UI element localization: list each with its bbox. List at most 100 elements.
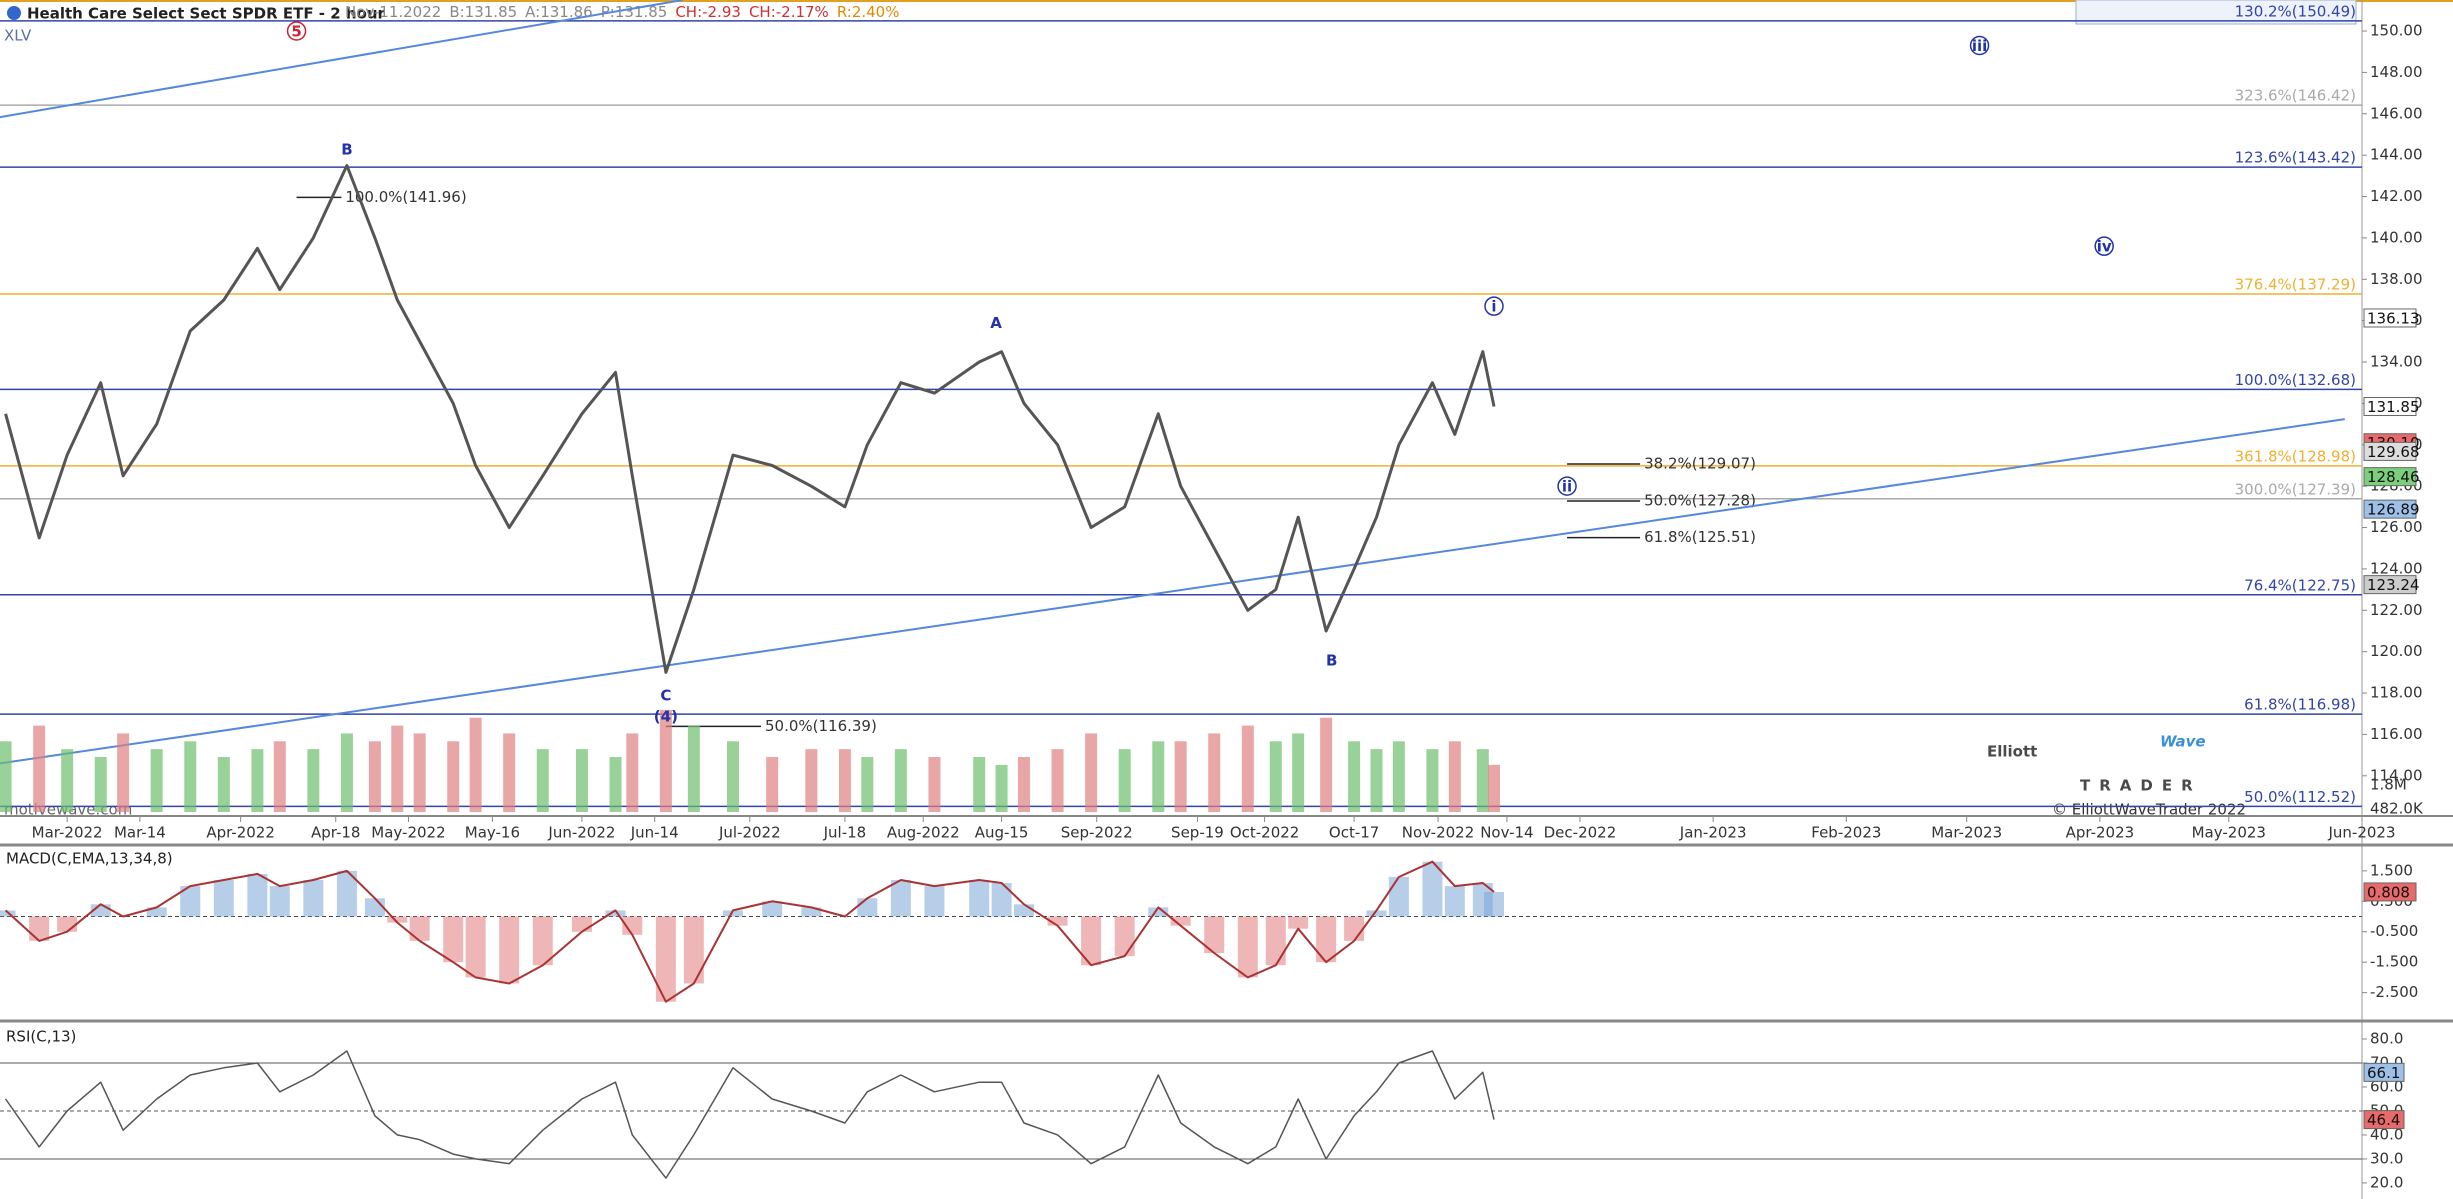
trendline <box>0 0 683 119</box>
x-tick-label: Jul-18 <box>823 824 867 842</box>
quote-item: B:131.85 <box>449 3 517 21</box>
volume-bar <box>766 757 779 812</box>
price-line <box>4 164 1496 674</box>
price-marker-label: 129.68 <box>2367 443 2420 461</box>
y-tick-label: 144.00 <box>2370 146 2423 164</box>
panel-title: MACD(C,EMA,13,34,8) <box>6 850 173 868</box>
y-tick-label: -0.500 <box>2370 922 2418 940</box>
x-tick-label: Apr-2022 <box>206 824 275 842</box>
y-tick-label: -2.500 <box>2370 983 2418 1001</box>
trendline <box>0 418 2345 765</box>
rsi-marker <box>2363 1110 2405 1130</box>
fib-label: 123.6%(143.42) <box>2235 149 2356 167</box>
macd-bar <box>1288 916 1309 929</box>
volume-bar <box>1370 749 1383 812</box>
macd-bar <box>723 910 744 917</box>
volume-bar <box>0 741 12 812</box>
quote-item: Nov-11.2022 <box>345 3 441 21</box>
y-tick-label: 122.00 <box>2370 601 2423 619</box>
x-tick-label: Sep-2022 <box>1061 824 1133 842</box>
wave-label: (4) <box>654 707 678 725</box>
macd-bar <box>762 901 783 917</box>
x-tick-label: Mar-2023 <box>1931 824 2002 842</box>
volume-bar <box>894 749 907 812</box>
price-marker-label: 131.85 <box>2367 398 2420 416</box>
y-tick-label: 114.00 <box>2370 766 2423 784</box>
x-tick-label: Mar-2022 <box>32 824 103 842</box>
quote-item: A:131.86 <box>525 3 593 21</box>
y-tick-label: 40.0 <box>2370 1125 2403 1143</box>
wave-circle <box>286 21 307 41</box>
y-tick-label: 134.00 <box>2370 353 2423 371</box>
macd-bar <box>1388 876 1409 917</box>
volume-bar <box>861 757 874 812</box>
macd-bar <box>409 916 430 941</box>
fib-segment-label: 50.0%(127.28) <box>1644 492 1756 510</box>
volume-bar <box>368 741 381 812</box>
quote-item: R:2.40% <box>837 3 900 21</box>
volume-bar <box>413 733 426 812</box>
x-tick-label: Mar-14 <box>114 824 166 842</box>
volume-bar <box>1292 733 1305 812</box>
macd-bar <box>1148 907 1169 917</box>
rsi-marker <box>2363 1062 2405 1082</box>
macd-bar <box>1237 916 1258 978</box>
wave-label: iii <box>1972 37 1987 55</box>
macd-bar <box>146 907 167 917</box>
macd-bar <box>1422 861 1443 917</box>
x-tick-label: Jan-2023 <box>1679 824 1747 842</box>
fib-segment-label: 50.0%(116.39) <box>765 717 877 735</box>
x-tick-label: Jun-14 <box>630 824 679 842</box>
rsi-marker-label: 66.1 <box>2367 1064 2400 1082</box>
macd-bar <box>303 880 324 917</box>
y-tick-label: 138.00 <box>2370 270 2423 288</box>
fib-segment-label: 100.0%(141.96) <box>345 188 466 206</box>
macd-bar <box>1114 916 1135 957</box>
fib-label: 50.0%(112.52) <box>2244 788 2356 806</box>
y-tick-label: 20.0 <box>2370 1173 2403 1191</box>
macd-bar <box>1316 916 1337 963</box>
top-border <box>0 0 2453 2</box>
macd-bar <box>1047 916 1068 926</box>
macd-bar <box>443 916 464 963</box>
quote-line: Nov-11.2022 B:131.85 A:131.86 P:131.85 CH:-2… <box>345 3 899 21</box>
x-tick-label: Sep-19 <box>1171 824 1224 842</box>
volume-bar <box>1269 741 1282 812</box>
volume-bar <box>340 733 353 812</box>
volume-bar <box>727 741 740 812</box>
wave-label: C <box>660 687 671 705</box>
y-tick-label: 1.500 <box>2370 861 2413 879</box>
x-tick-label: May-2022 <box>371 824 445 842</box>
price-marker <box>2363 441 2417 461</box>
wave-label: A <box>990 314 1002 332</box>
symbol: XLV <box>4 27 32 45</box>
copyright: © ElliottWaveTrader 2022 <box>2052 801 2246 819</box>
macd-bar <box>857 898 878 917</box>
y-tick-label: 150.00 <box>2370 22 2423 40</box>
wave-circle <box>1484 296 1504 316</box>
logo-word: TRADER <box>2080 777 2202 795</box>
volume-bar <box>659 709 672 812</box>
x-tick-label: Nov-2022 <box>1402 824 1474 842</box>
volume-bar <box>928 757 941 812</box>
volume-bar <box>273 741 286 812</box>
macd-bar <box>336 870 357 917</box>
volume-bar <box>973 757 986 812</box>
price-marker <box>2363 397 2417 417</box>
logo-word: Elliott <box>1987 743 2037 761</box>
volume-bar <box>217 757 230 812</box>
volume-bar <box>609 757 622 812</box>
fib-label: 130.2%(150.49) <box>2235 2 2356 20</box>
volume-bar <box>805 749 818 812</box>
macd-bar <box>622 916 643 935</box>
macd-bar <box>1265 916 1286 966</box>
price-marker-label: 128.46 <box>2367 468 2420 486</box>
x-tick-label: Jun-2023 <box>2327 824 2395 842</box>
y-tick-label: 140.00 <box>2370 228 2423 246</box>
volume-bar <box>1488 764 1500 812</box>
macd-bar <box>1444 886 1465 917</box>
y-tick-label: 146.00 <box>2370 104 2423 122</box>
x-tick-label: Oct-17 <box>1329 824 1379 842</box>
